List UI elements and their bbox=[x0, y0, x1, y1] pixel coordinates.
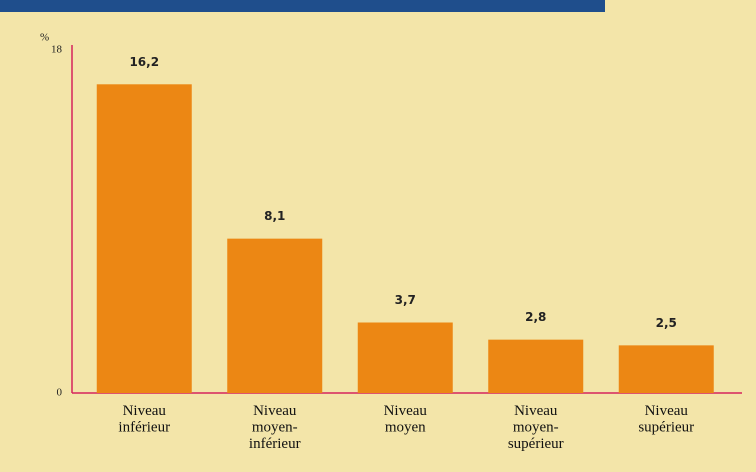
x-tick-label: Niveau moyen-inférieur bbox=[249, 403, 301, 452]
bar bbox=[96, 84, 192, 394]
value-label: 2,5 bbox=[656, 316, 677, 330]
x-tick-label: Niveau inférieur bbox=[118, 403, 170, 436]
bar bbox=[488, 339, 584, 393]
value-label: 8,1 bbox=[264, 209, 285, 223]
value-label: 3,7 bbox=[395, 293, 416, 307]
bar bbox=[618, 345, 714, 393]
bar bbox=[227, 238, 323, 393]
x-tick-label: Niveau moyen-supérieur bbox=[508, 403, 564, 452]
header-banner bbox=[0, 0, 605, 12]
y-axis-label: % bbox=[40, 32, 49, 44]
y-tick-label: 18 bbox=[51, 44, 63, 56]
x-tick-label: Niveau moyen bbox=[384, 403, 428, 436]
y-tick-label: 0 bbox=[57, 387, 63, 399]
bar bbox=[357, 322, 453, 393]
value-label: 16,2 bbox=[129, 55, 159, 69]
value-label: 2,8 bbox=[525, 310, 546, 324]
x-tick-label: Niveau supérieur bbox=[638, 403, 694, 436]
